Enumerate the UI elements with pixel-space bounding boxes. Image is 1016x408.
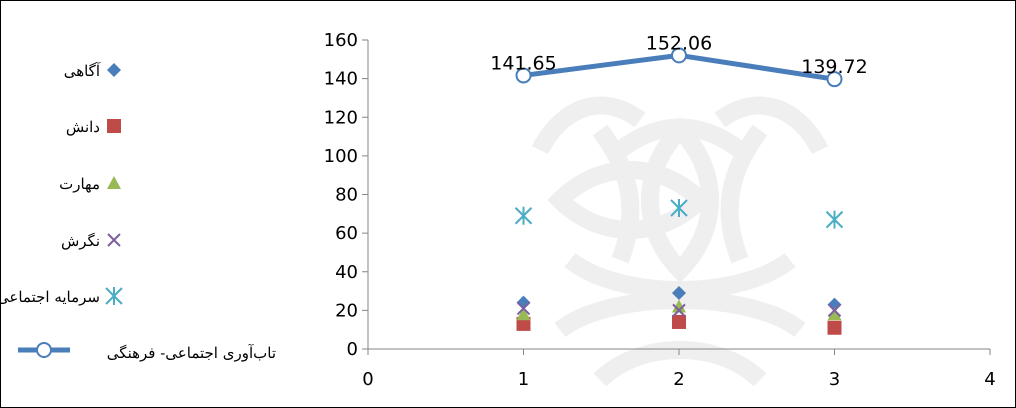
legend-marker <box>105 287 123 305</box>
y-tick-label: 140 <box>324 69 358 90</box>
data-label: 141.65 <box>490 52 556 74</box>
legend-label: نگرش <box>61 232 100 250</box>
y-tick-label: 40 <box>335 262 358 283</box>
data-point-s1-0 <box>516 316 531 331</box>
data-point-s3-2 <box>827 303 842 318</box>
y-tick-label: 60 <box>335 223 358 244</box>
legend-label: دانش <box>66 118 100 136</box>
data-point-s5-1 <box>671 47 687 64</box>
plot-marks: 141.65 152.06 139.72 <box>490 32 868 335</box>
legend-label: آگاهی <box>64 62 101 80</box>
watermark-logo <box>531 96 829 387</box>
data-label: 139.72 <box>801 56 867 78</box>
data-point-s2-1 <box>672 299 686 313</box>
data-point-s1-2 <box>827 320 842 335</box>
x-tick-label: 2 <box>673 369 684 390</box>
x-tick-label: 1 <box>518 369 529 390</box>
x-tick-label: 3 <box>829 369 840 390</box>
data-point-s2-2 <box>827 307 842 321</box>
legend-marker <box>107 119 121 133</box>
data-label: 152.06 <box>646 32 712 54</box>
data-point-s4-2 <box>825 210 844 229</box>
axes: 0 20 40 60 80 100 120 140 160 0 1 2 3 4 <box>324 30 996 390</box>
y-tick-label: 80 <box>335 185 358 206</box>
x-tick-label: 0 <box>362 369 373 390</box>
data-point-s2-0 <box>516 307 531 321</box>
y-tick-label: 20 <box>335 300 358 321</box>
y-tick-label: 100 <box>324 146 358 167</box>
data-point-s3-0 <box>516 301 531 316</box>
data-point-s4-0 <box>514 206 533 225</box>
y-tick-label: 0 <box>347 339 358 360</box>
x-tick-label: 4 <box>984 369 995 390</box>
legend: آگاهی دانش مهارت نگرش سرمایه اجتماعی تاب‌آوری… <box>0 62 276 362</box>
y-tick-label: 120 <box>324 107 358 128</box>
data-point-s5-2 <box>826 71 843 88</box>
data-point-s1-1 <box>672 314 686 329</box>
legend-label: سرمایه اجتماعی <box>0 288 100 306</box>
legend-marker <box>36 342 52 358</box>
legend-label: تاب‌آوری اجتماعی- فرهنگی <box>107 344 276 362</box>
data-point-s0-1 <box>672 285 686 300</box>
legend-marker <box>107 63 121 77</box>
data-point-s3-1 <box>672 303 686 318</box>
legend-label: مهارت <box>59 175 100 193</box>
data-point-s5-0 <box>515 67 532 84</box>
legend-marker <box>107 233 121 247</box>
y-tick-label: 160 <box>324 30 358 51</box>
data-point-s4-1 <box>670 199 688 218</box>
legend-marker <box>107 176 121 189</box>
